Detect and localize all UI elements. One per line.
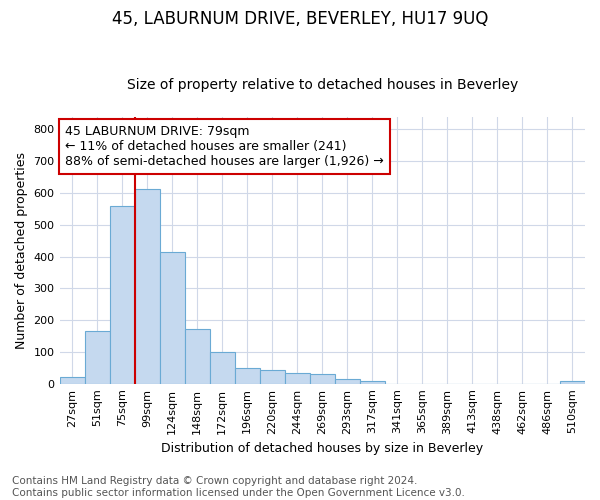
Bar — [185, 329, 209, 384]
Bar — [59, 378, 85, 384]
Bar — [134, 189, 160, 384]
Bar — [209, 352, 235, 384]
Bar — [560, 381, 585, 384]
Title: Size of property relative to detached houses in Beverley: Size of property relative to detached ho… — [127, 78, 518, 92]
Bar — [260, 370, 285, 384]
Bar — [110, 206, 134, 384]
Bar — [85, 332, 110, 384]
Text: Contains HM Land Registry data © Crown copyright and database right 2024.
Contai: Contains HM Land Registry data © Crown c… — [12, 476, 465, 498]
Bar — [285, 372, 310, 384]
Bar — [335, 379, 360, 384]
X-axis label: Distribution of detached houses by size in Beverley: Distribution of detached houses by size … — [161, 442, 484, 455]
Bar — [235, 368, 260, 384]
Bar — [160, 252, 185, 384]
Text: 45, LABURNUM DRIVE, BEVERLEY, HU17 9UQ: 45, LABURNUM DRIVE, BEVERLEY, HU17 9UQ — [112, 10, 488, 28]
Bar — [360, 380, 385, 384]
Text: 45 LABURNUM DRIVE: 79sqm
← 11% of detached houses are smaller (241)
88% of semi-: 45 LABURNUM DRIVE: 79sqm ← 11% of detach… — [65, 125, 383, 168]
Y-axis label: Number of detached properties: Number of detached properties — [15, 152, 28, 348]
Bar — [310, 374, 335, 384]
